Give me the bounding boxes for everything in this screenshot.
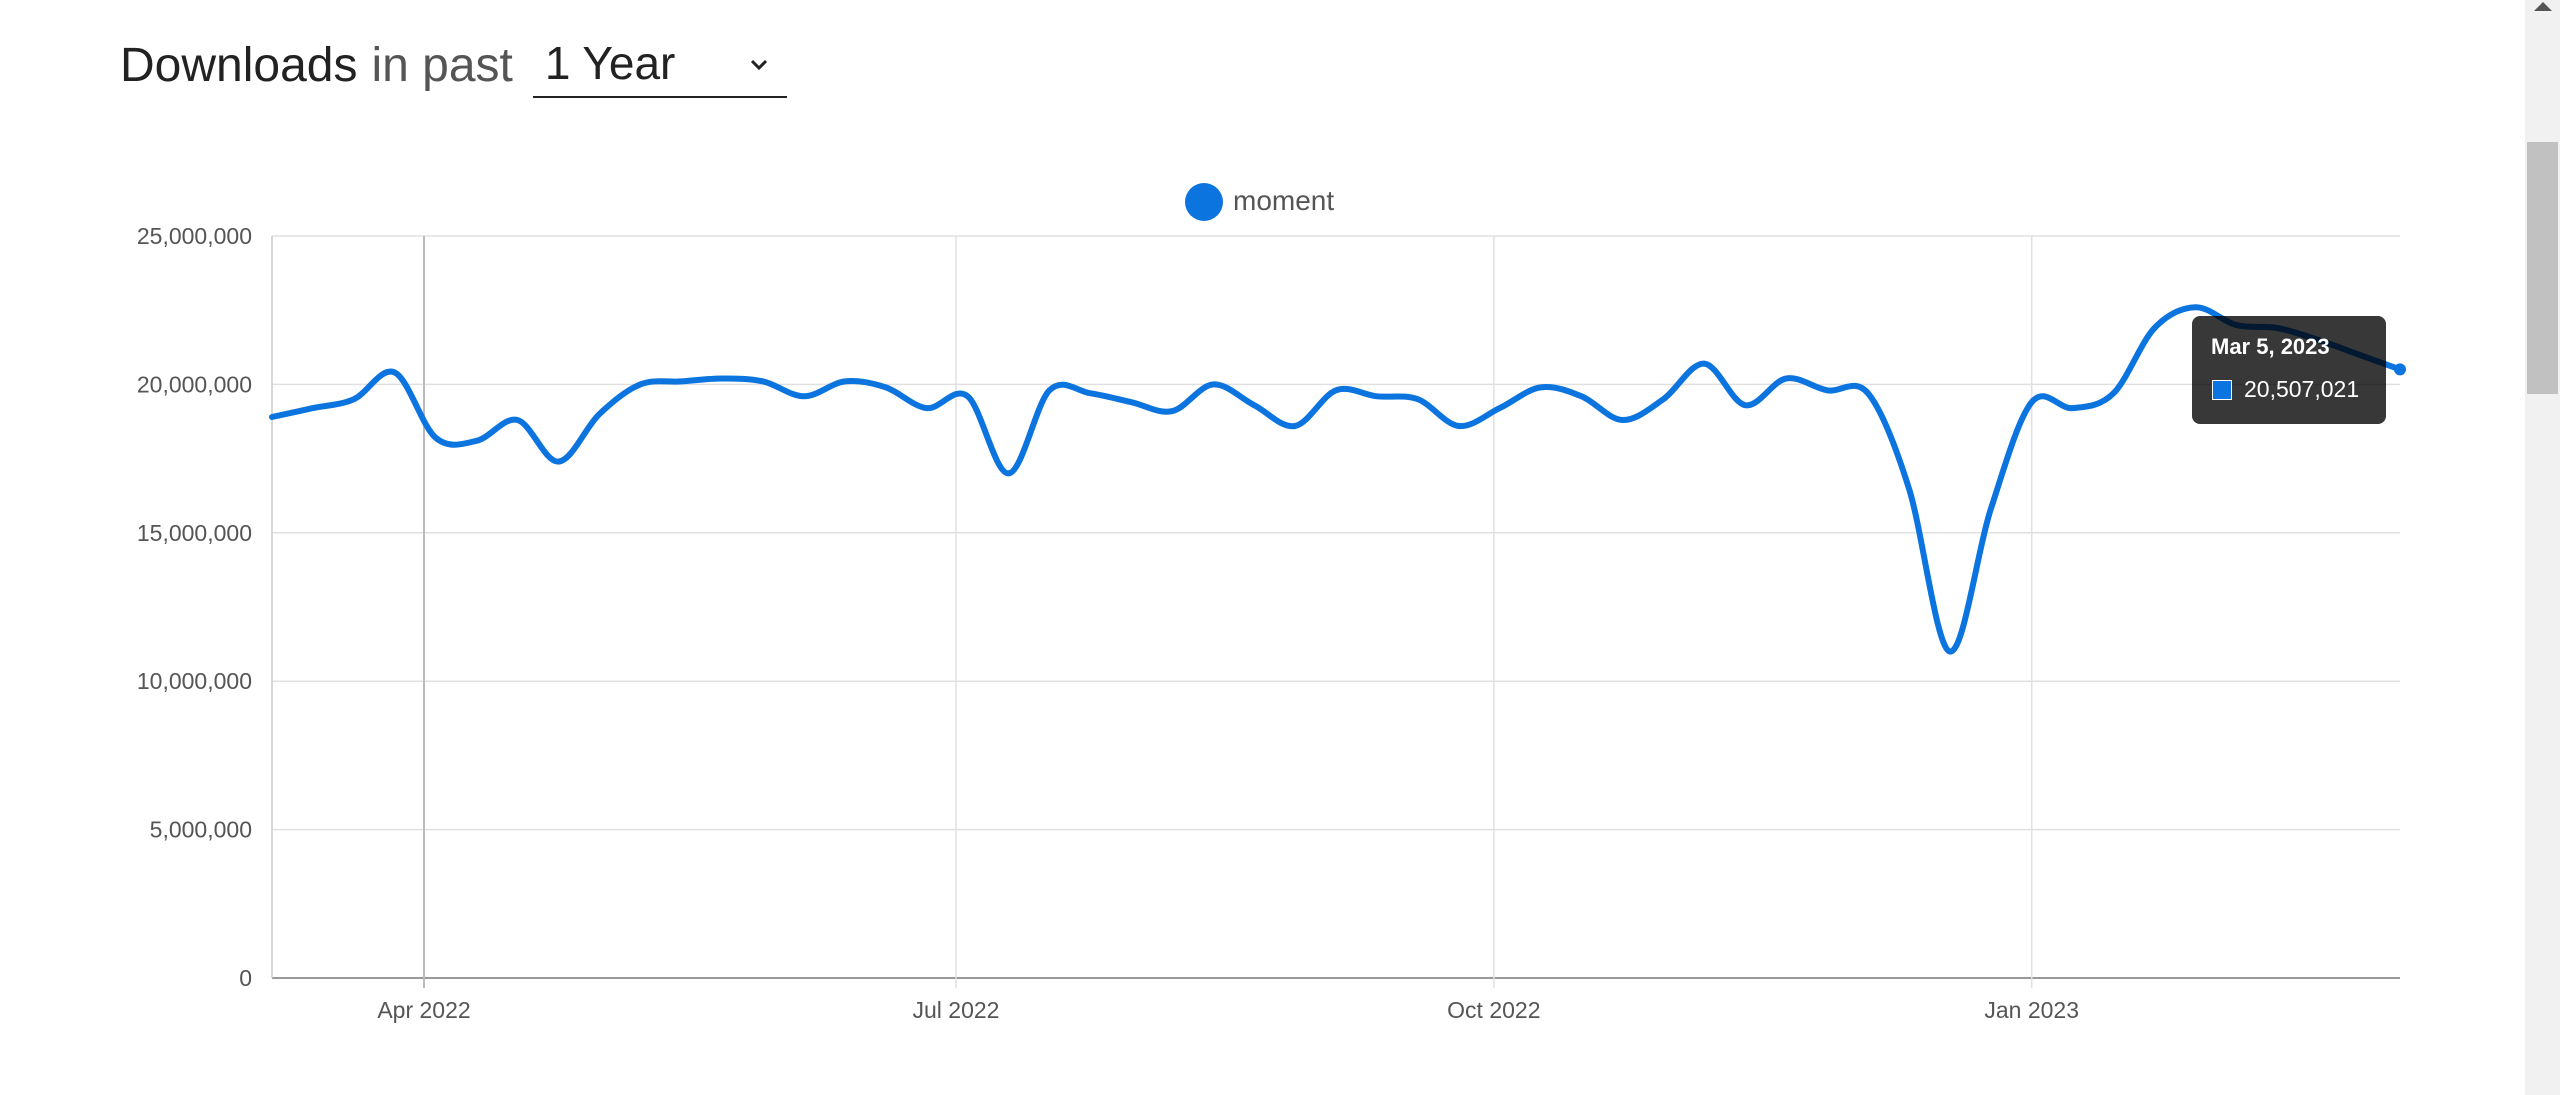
in-past-label: in past [371, 38, 513, 92]
scrollbar-thumb[interactable] [2527, 142, 2558, 394]
downloads-header: Downloads in past 1 Year [120, 30, 787, 100]
period-select-value: 1 Year [544, 37, 676, 89]
downloads-title: Downloads [120, 38, 358, 92]
tooltip-value: 20,507,021 [2244, 376, 2360, 402]
y-tick-label: 15,000,000 [137, 520, 252, 546]
y-tick-label: 0 [239, 965, 252, 991]
scroll-up-arrow-icon[interactable] [2534, 2, 2552, 11]
legend-label-moment: moment [1233, 185, 1334, 216]
page-scrollbar[interactable] [2525, 0, 2560, 1095]
chart-tooltip: Mar 5, 2023 20,507,021 [2192, 316, 2386, 424]
tooltip-date: Mar 5, 2023 [2211, 334, 2330, 359]
series-line-moment [269, 304, 2403, 655]
tooltip-series-swatch [2212, 380, 2232, 400]
y-tick-label: 5,000,000 [150, 817, 252, 843]
x-tick-label: Jul 2022 [913, 997, 1000, 1023]
y-tick-label: 10,000,000 [137, 668, 252, 694]
y-tick-label: 20,000,000 [137, 371, 252, 397]
period-select[interactable]: 1 Year [532, 32, 787, 98]
y-tick-label: 25,000,000 [137, 223, 252, 249]
legend-marker [1185, 183, 1223, 221]
x-tick-label: Apr 2022 [377, 997, 470, 1023]
x-tick-label: Jan 2023 [1984, 997, 2079, 1023]
x-tick-label: Oct 2022 [1447, 997, 1540, 1023]
chevron-down-icon [750, 59, 767, 71]
hover-point [2394, 363, 2406, 376]
